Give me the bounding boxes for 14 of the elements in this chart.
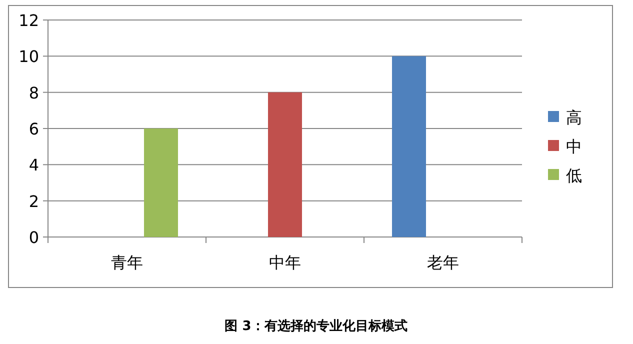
x-tick-label: 老年 <box>427 253 459 272</box>
y-tick-label: 12 <box>18 11 39 30</box>
legend-label: 低 <box>566 166 582 185</box>
y-tick-label: 4 <box>28 156 39 175</box>
legend-label: 中 <box>566 137 582 156</box>
y-tick-label: 0 <box>28 228 39 247</box>
y-tick-label: 6 <box>28 120 39 138</box>
y-tick-label: 8 <box>28 83 39 102</box>
x-tick-label: 中年 <box>269 253 301 272</box>
y-tick-label: 2 <box>28 192 39 211</box>
x-tick-label: 青年 <box>111 253 143 272</box>
text: 图 3：有选择的专业化目标模式 <box>224 318 408 334</box>
y-tick-label: 10 <box>18 47 39 66</box>
legend-label: 高 <box>566 108 582 127</box>
